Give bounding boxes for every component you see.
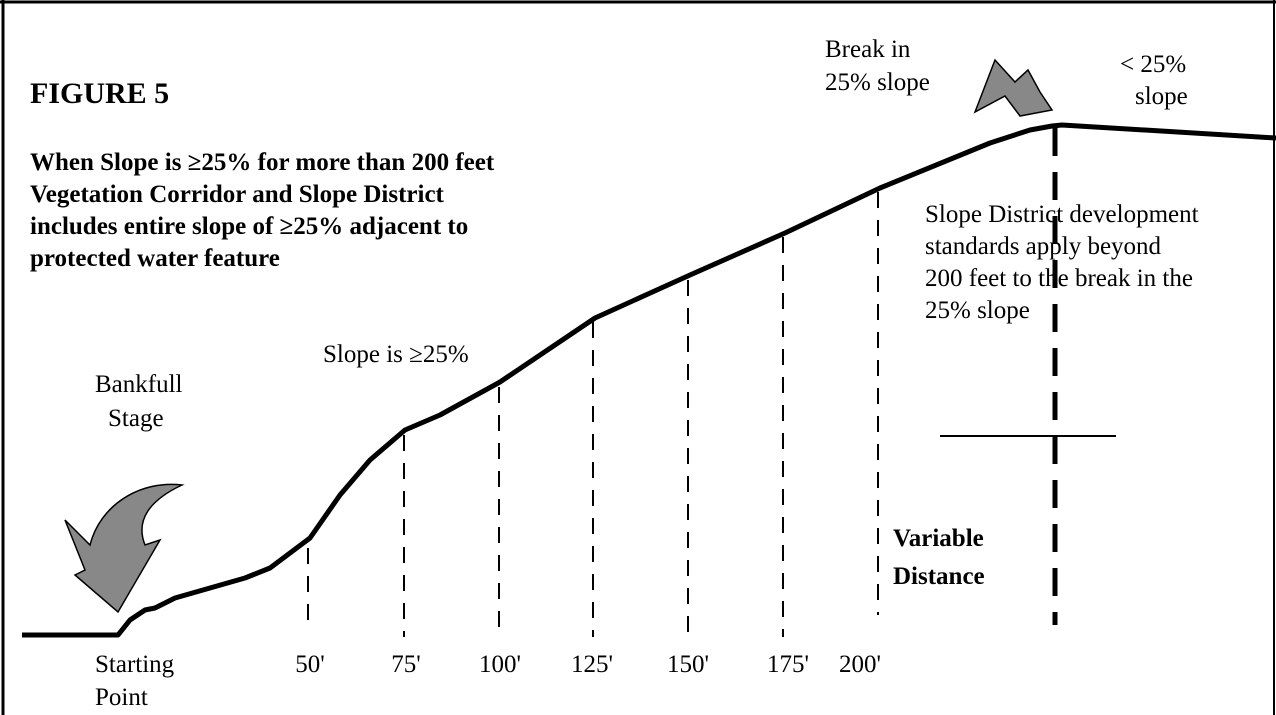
distance-label: 100' [479, 651, 521, 678]
distance-label: 125' [571, 651, 613, 678]
label: 25% slope [825, 69, 930, 96]
label: Slope is ≥25% [323, 341, 469, 368]
label: Slope District development [925, 201, 1199, 228]
caption: Vegetation Corridor and Slope District [30, 181, 445, 208]
bankfull-arrow [65, 484, 182, 612]
break-arrow [975, 60, 1052, 116]
distance-label: 150' [667, 651, 709, 678]
distance-label: 75' [391, 651, 421, 678]
label: slope [1135, 83, 1188, 110]
label: Variable [893, 525, 984, 552]
label: Point [95, 684, 148, 711]
label: standards apply beyond [925, 233, 1162, 260]
distance-label: 200' [839, 651, 881, 678]
label: < 25% [1120, 51, 1186, 78]
label: Break in [825, 36, 911, 63]
diagram: FIGURE 5 When Slope is ≥25% for more tha… [0, 0, 1276, 715]
label: Bankfull [95, 371, 183, 398]
caption: When Slope is ≥25% for more than 200 fee… [30, 149, 495, 176]
label: Distance [893, 563, 985, 590]
label: 25% slope [925, 297, 1030, 324]
distance-label: 175' [767, 651, 809, 678]
label: Stage [108, 405, 164, 432]
distance-label: 50' [295, 651, 325, 678]
caption: includes entire slope of ≥25% adjacent t… [30, 213, 468, 240]
figure-title: FIGURE 5 [30, 77, 169, 110]
caption: protected water feature [30, 245, 280, 272]
label: Starting [95, 651, 175, 678]
label: 200 feet to the break in the [925, 265, 1193, 292]
